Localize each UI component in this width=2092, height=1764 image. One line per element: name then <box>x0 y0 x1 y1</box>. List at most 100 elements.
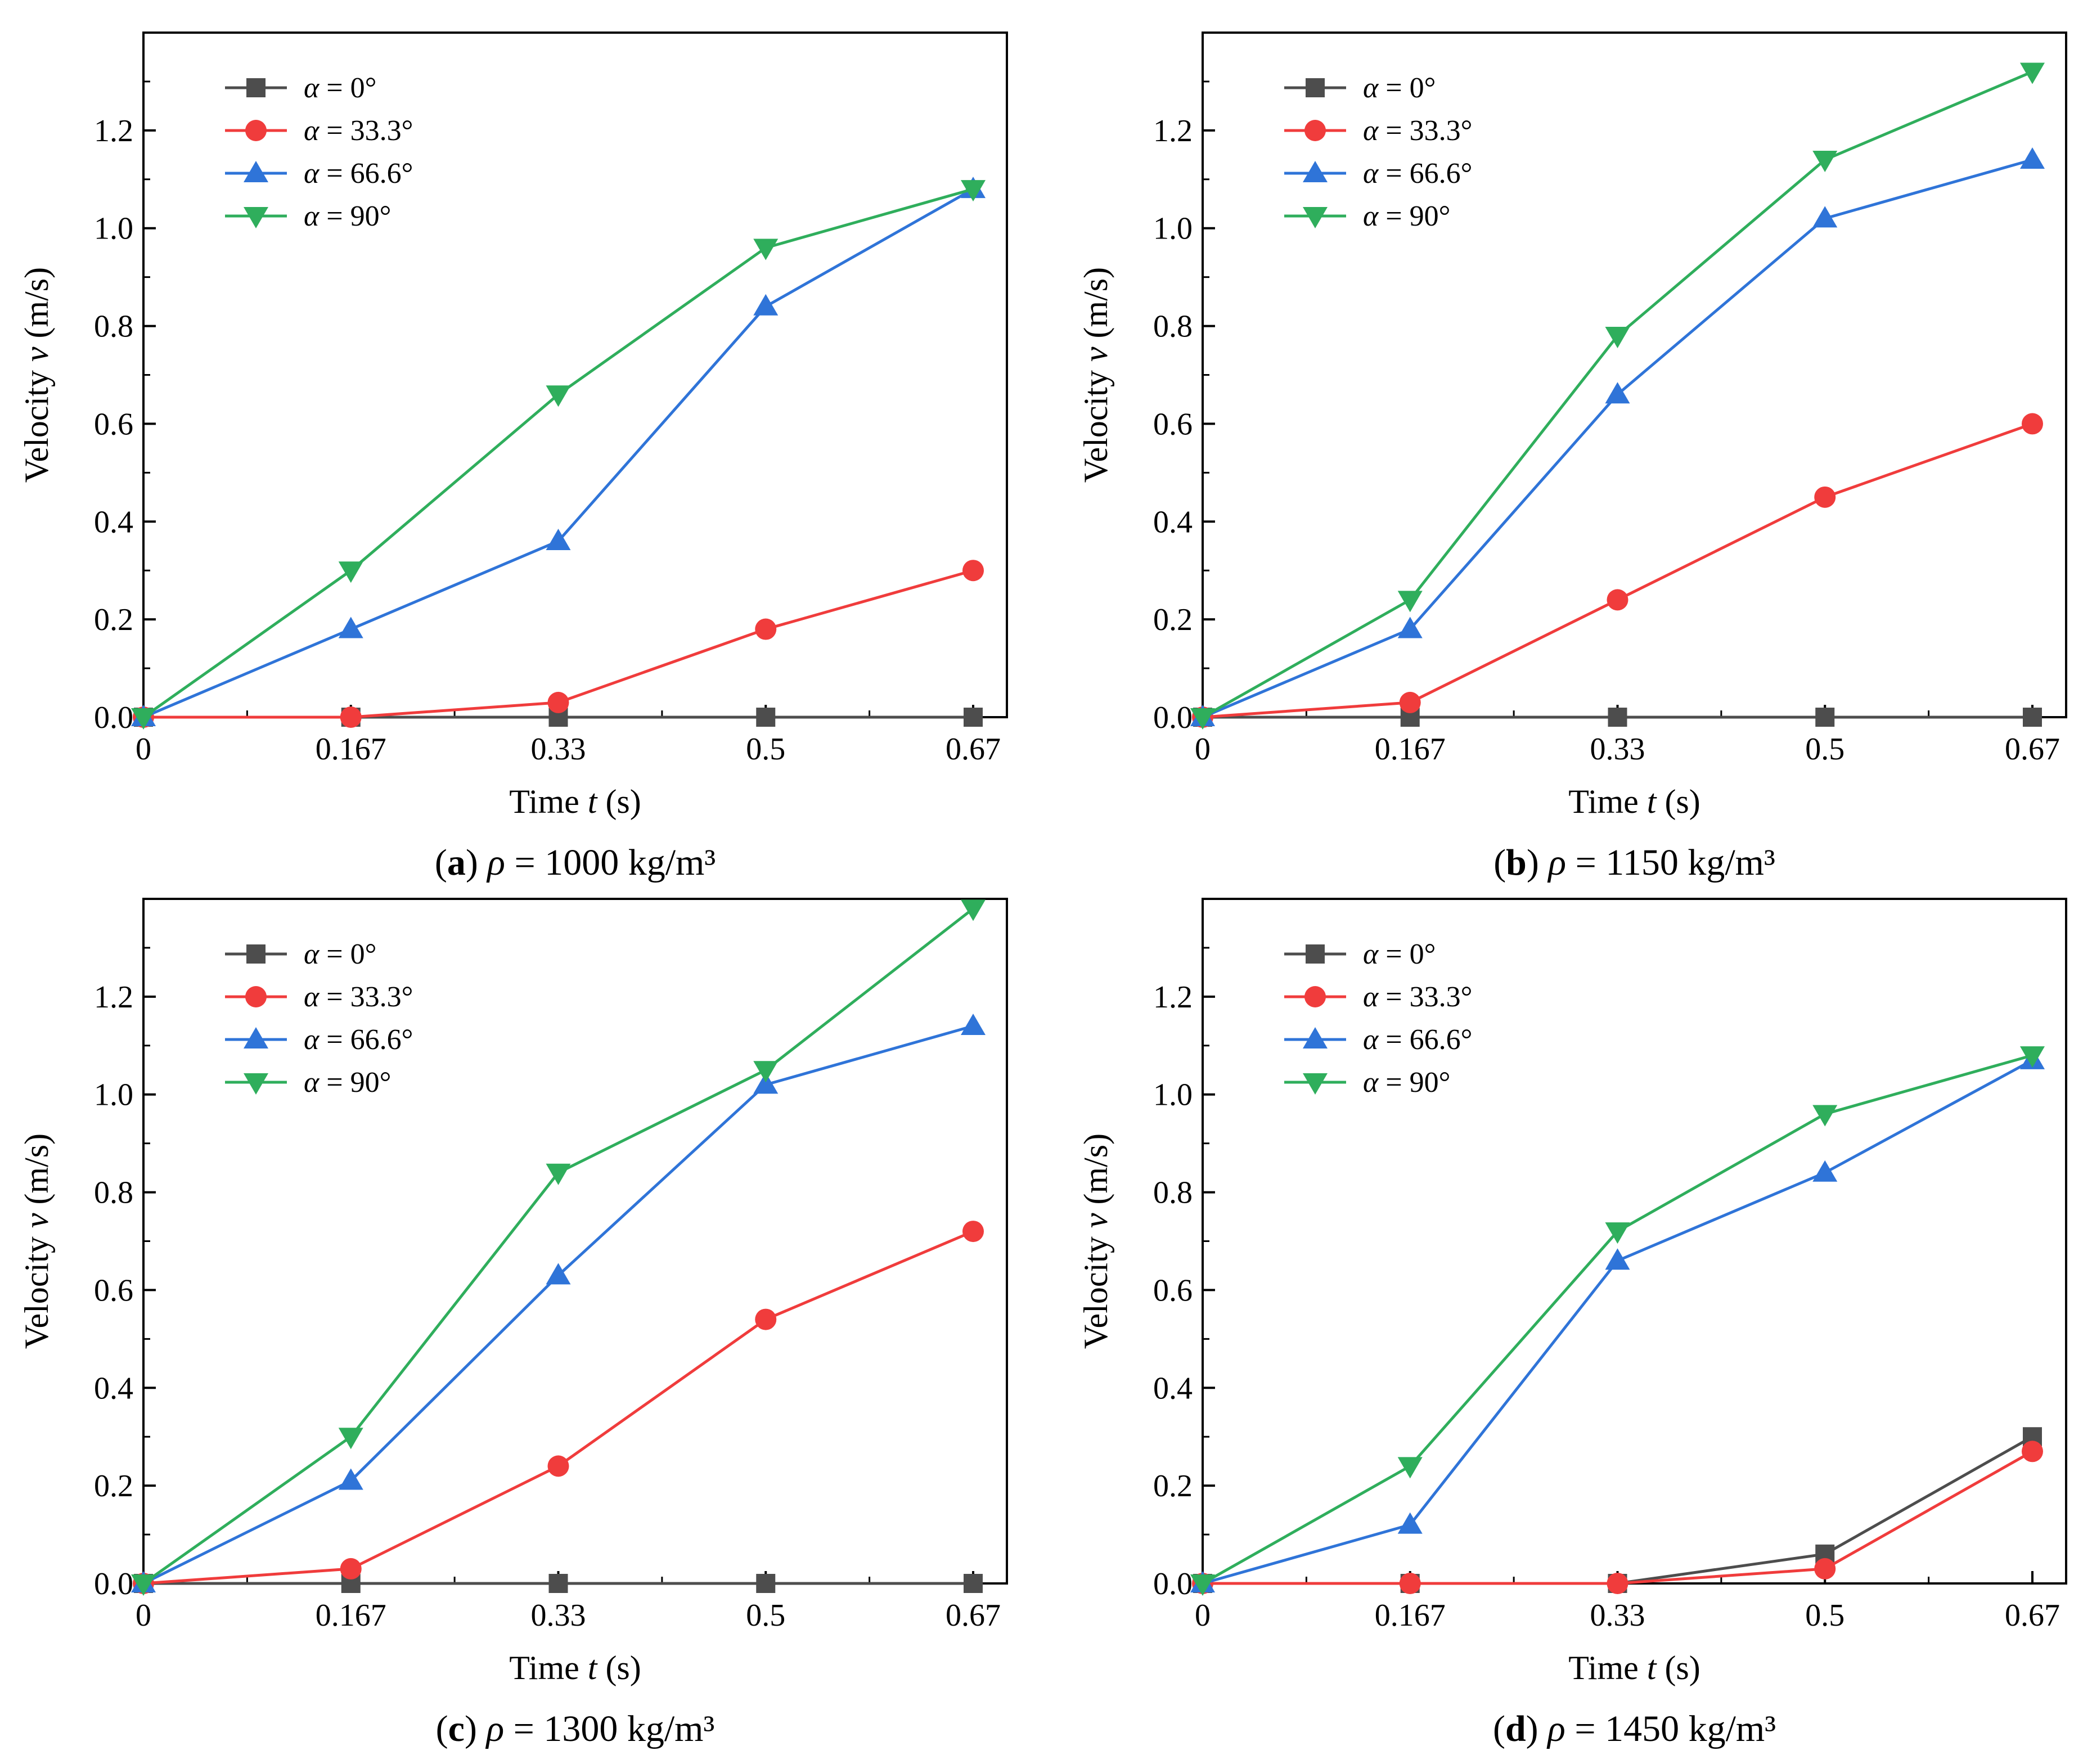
plot-frame <box>142 32 1008 718</box>
x-tick-label: 0.33 <box>531 1598 586 1633</box>
y-tick-label: 0.2 <box>1153 602 1193 637</box>
data-point <box>756 708 776 727</box>
data-point <box>1605 326 1630 348</box>
data-point <box>1397 1512 1423 1534</box>
legend-entry: α = 33.3° <box>1363 115 1472 147</box>
legend-marker <box>244 1027 268 1048</box>
y-axis-title: Velocity v (m/s) <box>1077 1133 1114 1349</box>
data-point <box>1812 151 1838 173</box>
legend-entry: α = 0° <box>304 938 376 970</box>
data-point <box>338 1428 363 1450</box>
legend-entry: α = 90° <box>1363 200 1450 232</box>
legend-entry: α = 90° <box>304 200 391 232</box>
panel-caption: (d) ρ = 1450 kg/m³ <box>1493 1708 1776 1749</box>
plot-frame <box>142 898 1008 1585</box>
data-point <box>1397 1457 1423 1479</box>
legend-entry: α = 33.3° <box>1363 981 1472 1013</box>
data-point <box>755 618 777 640</box>
y-tick-label: 0.0 <box>94 700 133 735</box>
y-tick-label: 1.0 <box>94 212 133 246</box>
legend-entry: α = 0° <box>304 72 376 104</box>
legend-entry: α = 66.6° <box>1363 158 1472 190</box>
data-point <box>2020 147 2045 169</box>
legend-marker <box>1303 1027 1328 1048</box>
series-line <box>142 907 974 1585</box>
data-point <box>1812 1105 1838 1127</box>
legend-marker <box>246 944 266 964</box>
data-point <box>1607 1573 1628 1594</box>
data-point <box>2022 1441 2043 1462</box>
data-point <box>546 385 571 407</box>
data-point <box>1605 1248 1630 1270</box>
data-point <box>131 708 156 730</box>
y-tick-label: 0.8 <box>1153 309 1193 344</box>
data-point <box>2022 413 2043 435</box>
x-tick-label: 0.67 <box>2005 732 2060 767</box>
data-point <box>1608 708 1627 727</box>
y-tick-label: 0.6 <box>1153 1273 1193 1308</box>
y-tick-label: 1.0 <box>94 1078 133 1113</box>
data-point <box>961 899 986 921</box>
data-point <box>340 706 362 728</box>
y-tick-label: 0.8 <box>94 1176 133 1210</box>
series-line <box>142 1024 974 1585</box>
data-point <box>548 1574 568 1593</box>
legend-marker <box>245 986 267 1007</box>
data-point <box>1190 708 1215 730</box>
data-point <box>547 1455 569 1477</box>
x-tick-label: 0 <box>136 732 151 767</box>
legend-marker <box>245 120 267 141</box>
series-line <box>1202 1059 2033 1585</box>
data-point <box>962 560 984 582</box>
data-point <box>1399 691 1421 713</box>
data-point <box>753 294 779 316</box>
y-tick-label: 0.0 <box>1153 700 1193 735</box>
legend-marker <box>1306 944 1325 964</box>
data-point <box>961 180 986 202</box>
legend-marker <box>1303 1073 1328 1095</box>
legend-marker <box>1306 78 1325 97</box>
data-point <box>547 691 569 713</box>
y-axis-title: Velocity v (m/s) <box>18 1133 55 1349</box>
data-point <box>131 1574 156 1596</box>
panel-caption: (c) ρ = 1300 kg/m³ <box>436 1708 715 1749</box>
x-tick-label: 0.167 <box>316 1598 386 1633</box>
series-line <box>142 187 974 719</box>
x-tick-label: 0.5 <box>746 1598 785 1633</box>
x-tick-label: 0.5 <box>1805 1598 1844 1633</box>
data-point <box>338 616 363 638</box>
x-tick-label: 0.5 <box>1805 732 1844 767</box>
x-axis-title: Time t (s) <box>509 1649 641 1686</box>
legend-marker <box>1304 120 1326 141</box>
data-point <box>546 1263 571 1285</box>
x-axis-title: Time t (s) <box>1568 783 1700 820</box>
x-tick-label: 0.167 <box>1375 732 1446 767</box>
legend-marker <box>244 207 268 228</box>
legend-entry: α = 66.6° <box>304 158 413 190</box>
y-tick-label: 0.4 <box>1153 1371 1193 1406</box>
y-tick-label: 0.6 <box>1153 407 1193 442</box>
y-tick-label: 0.6 <box>94 407 133 442</box>
data-point <box>1812 206 1838 228</box>
y-tick-label: 0.2 <box>94 602 133 637</box>
y-tick-label: 0.8 <box>94 309 133 344</box>
data-point <box>755 1308 777 1330</box>
legend-marker <box>244 161 268 182</box>
legend-entry: α = 33.3° <box>304 981 413 1013</box>
y-axis-title: Velocity v (m/s) <box>18 267 55 483</box>
data-point <box>753 238 779 260</box>
y-tick-label: 0.8 <box>1153 1176 1193 1210</box>
data-point <box>1607 589 1628 611</box>
data-point <box>546 529 571 551</box>
y-tick-label: 0.4 <box>94 505 133 539</box>
legend-entry: α = 90° <box>1363 1066 1450 1099</box>
data-point <box>1397 591 1423 613</box>
chart-panel-b: 0 0.167 0.33 0.5 0.67 0.0 0.2 0.4 0.6 0.8 1.0 1.2 Ti… <box>1077 32 2067 883</box>
legend-entry: α = 0° <box>1363 938 1436 970</box>
data-point <box>340 1558 362 1580</box>
data-point <box>338 1468 363 1490</box>
data-point <box>1814 1558 1836 1580</box>
data-point <box>753 1072 779 1094</box>
x-tick-label: 0 <box>1195 732 1211 767</box>
